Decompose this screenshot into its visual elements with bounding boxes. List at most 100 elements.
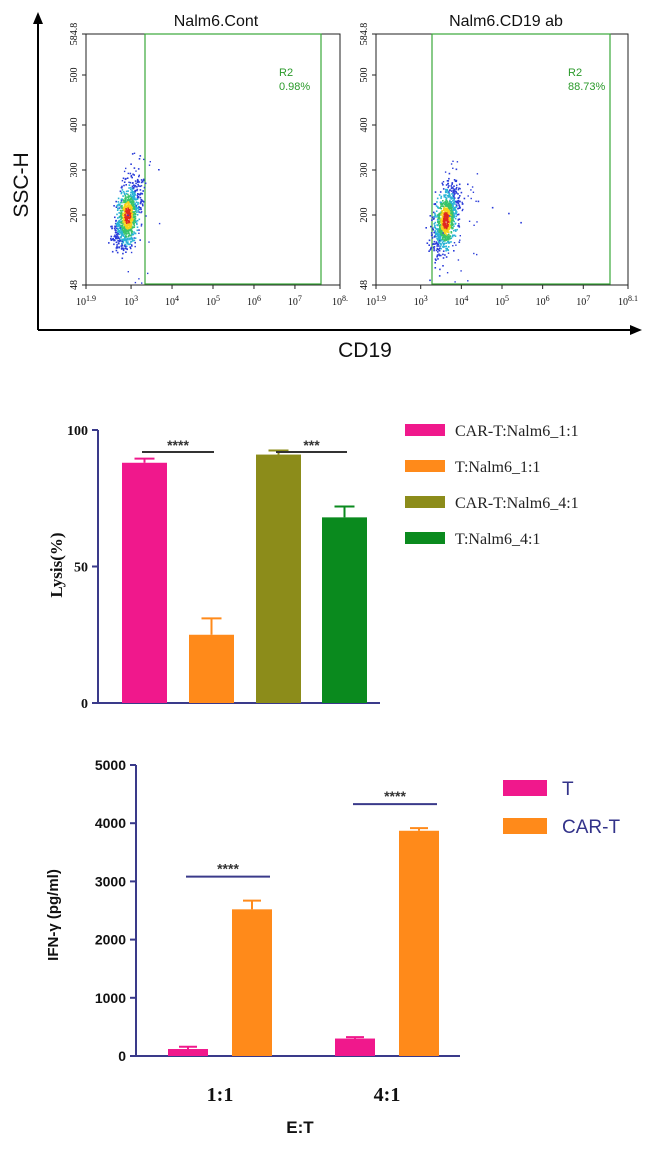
event-dot: [442, 223, 444, 226]
event-dot: [440, 225, 442, 228]
event-dot: [118, 222, 120, 224]
event-dot: [129, 193, 132, 196]
event-dot: [125, 197, 127, 200]
event-dot: [135, 210, 137, 212]
event-dot: [450, 231, 453, 233]
flow-y-axis-label: SSC-H: [10, 152, 33, 217]
event-dot: [127, 226, 130, 229]
event-dot: [116, 237, 119, 239]
event-dot: [129, 237, 131, 240]
event-dot: [131, 191, 134, 193]
event-dot: [118, 233, 121, 235]
event-dot: [445, 204, 447, 206]
event-dot: [456, 213, 459, 216]
event-dot: [438, 216, 441, 219]
event-dot: [130, 197, 133, 200]
event-dot: [129, 201, 132, 204]
event-dot: [123, 184, 125, 187]
event-dot: [130, 231, 133, 234]
event-dot: [129, 199, 131, 201]
event-dot: [452, 191, 454, 194]
event-dot: [442, 225, 445, 227]
event-dot: [127, 232, 130, 235]
event-dot: [442, 200, 444, 202]
event-dot: [124, 221, 126, 223]
event-dot: [443, 218, 445, 221]
event-dot: [134, 232, 137, 235]
lysis-legend: CAR-T:Nalm6_1:1 T:Nalm6_1:1 CAR-T:Nalm6_4:…: [405, 423, 579, 548]
event-dot: [132, 233, 135, 235]
event-dot: [441, 224, 444, 227]
event-dot: [121, 240, 123, 243]
event-dot: [450, 201, 452, 204]
event-dot: [142, 181, 144, 183]
event-dot: [445, 194, 447, 196]
event-dot: [138, 232, 140, 234]
event-dot: [449, 217, 451, 219]
event-dot: [118, 225, 120, 228]
event-dot: [455, 215, 458, 218]
event-dot: [447, 204, 449, 206]
event-dot: [452, 220, 454, 222]
event-dot: [130, 238, 133, 240]
event-dot: [441, 217, 443, 219]
x-tick-label: 105: [206, 294, 220, 308]
legend-swatch: [503, 818, 547, 834]
event-dot: [437, 243, 439, 245]
event-dot: [131, 234, 133, 236]
event-dot: [134, 217, 137, 220]
event-dot: [437, 215, 439, 217]
event-dot: [149, 161, 151, 163]
event-dot: [453, 215, 456, 218]
event-dot: [448, 210, 451, 212]
event-dot: [131, 200, 133, 203]
event-dot: [444, 196, 447, 198]
event-dot: [143, 179, 145, 182]
event-dot: [129, 172, 132, 175]
event-dot: [120, 192, 123, 195]
event-dot: [470, 197, 472, 200]
event-dot: [455, 206, 458, 208]
event-dot: [116, 234, 118, 236]
event-dot: [134, 216, 137, 218]
event-dot: [448, 235, 450, 237]
event-dot: [430, 232, 433, 234]
event-dot: [131, 215, 133, 217]
x-tick-label: 103: [414, 294, 428, 308]
event-dot: [115, 227, 118, 230]
event-dot: [434, 224, 436, 227]
event-dot: [441, 235, 444, 237]
event-dot: [136, 186, 138, 188]
event-dot: [121, 189, 124, 191]
event-dot: [126, 196, 129, 198]
event-dot: [117, 197, 120, 200]
x-tick-label: 108.: [332, 294, 348, 308]
event-dot: [131, 245, 133, 247]
event-dot: [126, 199, 128, 202]
event-dot: [120, 235, 123, 237]
event-dot: [136, 219, 139, 222]
event-dot: [451, 208, 453, 211]
event-dot: [114, 234, 116, 237]
event-dot: [458, 205, 461, 208]
event-dot: [433, 217, 435, 220]
event-dot: [452, 167, 454, 169]
event-dot: [437, 235, 439, 238]
event-dot: [118, 240, 121, 243]
event-dot: [440, 195, 443, 198]
event-dot: [125, 224, 128, 226]
event-dot: [435, 241, 438, 243]
event-dot: [114, 231, 117, 234]
event-dot: [143, 158, 145, 161]
event-dot: [141, 203, 144, 205]
event-dot: [138, 208, 141, 211]
event-dot: [449, 218, 452, 221]
event-dot: [115, 200, 117, 203]
event-dot: [454, 193, 456, 195]
event-dot: [129, 209, 131, 212]
event-dot: [145, 215, 147, 217]
event-dot: [448, 172, 451, 175]
event-dot: [122, 248, 125, 250]
lysis-y-tick-label: 0: [81, 697, 88, 712]
event-dot: [453, 198, 455, 201]
